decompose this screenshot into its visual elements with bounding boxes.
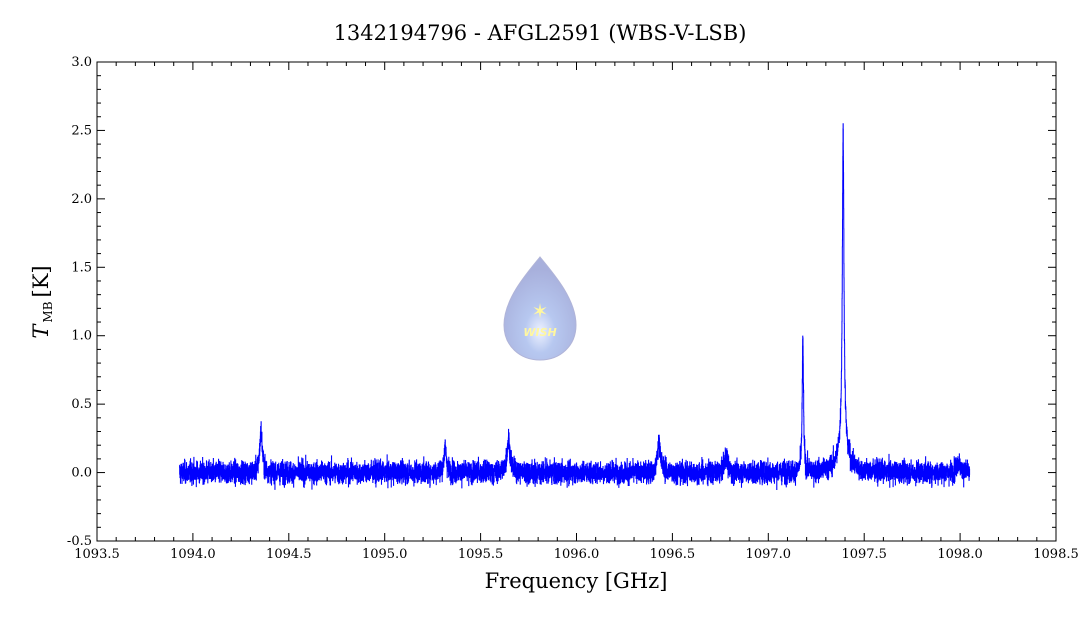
spectrum-line — [179, 123, 971, 490]
y-label-main: T — [29, 323, 53, 339]
x-tick-label: 1097.0 — [746, 547, 792, 562]
x-tick-label: 1094.5 — [266, 547, 312, 562]
x-axis-label: Frequency [GHz] — [485, 569, 668, 593]
x-tick-label: 1097.5 — [841, 547, 887, 562]
x-tick-label: 1093.5 — [74, 547, 120, 562]
y-tick-label: 3.0 — [71, 55, 92, 70]
y-tick-label: 0.0 — [71, 466, 92, 481]
x-tick-label: 1098.0 — [937, 547, 983, 562]
x-tick-label: 1095.5 — [458, 547, 504, 562]
y-tick-label: 0.5 — [71, 397, 92, 412]
wish-logo: ✶ WISH — [503, 256, 577, 361]
x-tick-label: 1095.0 — [362, 547, 408, 562]
svg-text:TMB[K]: TMB [K] — [29, 265, 55, 338]
y-label-unit: [K] — [29, 265, 53, 297]
x-tick-label: 1096.5 — [650, 547, 696, 562]
x-tick-label: 1094.0 — [170, 547, 216, 562]
logo-text: WISH — [523, 326, 556, 339]
y-label-sub: MB — [41, 301, 55, 322]
y-tick-label: 1.5 — [71, 260, 92, 275]
y-tick-label: 2.0 — [71, 192, 92, 207]
y-axis-label: TMB [K] — [29, 265, 55, 338]
chart-title: 1342194796 - AFGL2591 (WBS-V-LSB) — [334, 21, 747, 45]
y-tick-label: 2.5 — [71, 123, 92, 138]
y-tick-label: -0.5 — [67, 534, 92, 549]
y-tick-label: 1.0 — [71, 329, 92, 344]
x-tick-label: 1096.0 — [554, 547, 600, 562]
x-tick-label: 1098.5 — [1033, 547, 1079, 562]
star-icon: ✶ — [532, 299, 549, 323]
